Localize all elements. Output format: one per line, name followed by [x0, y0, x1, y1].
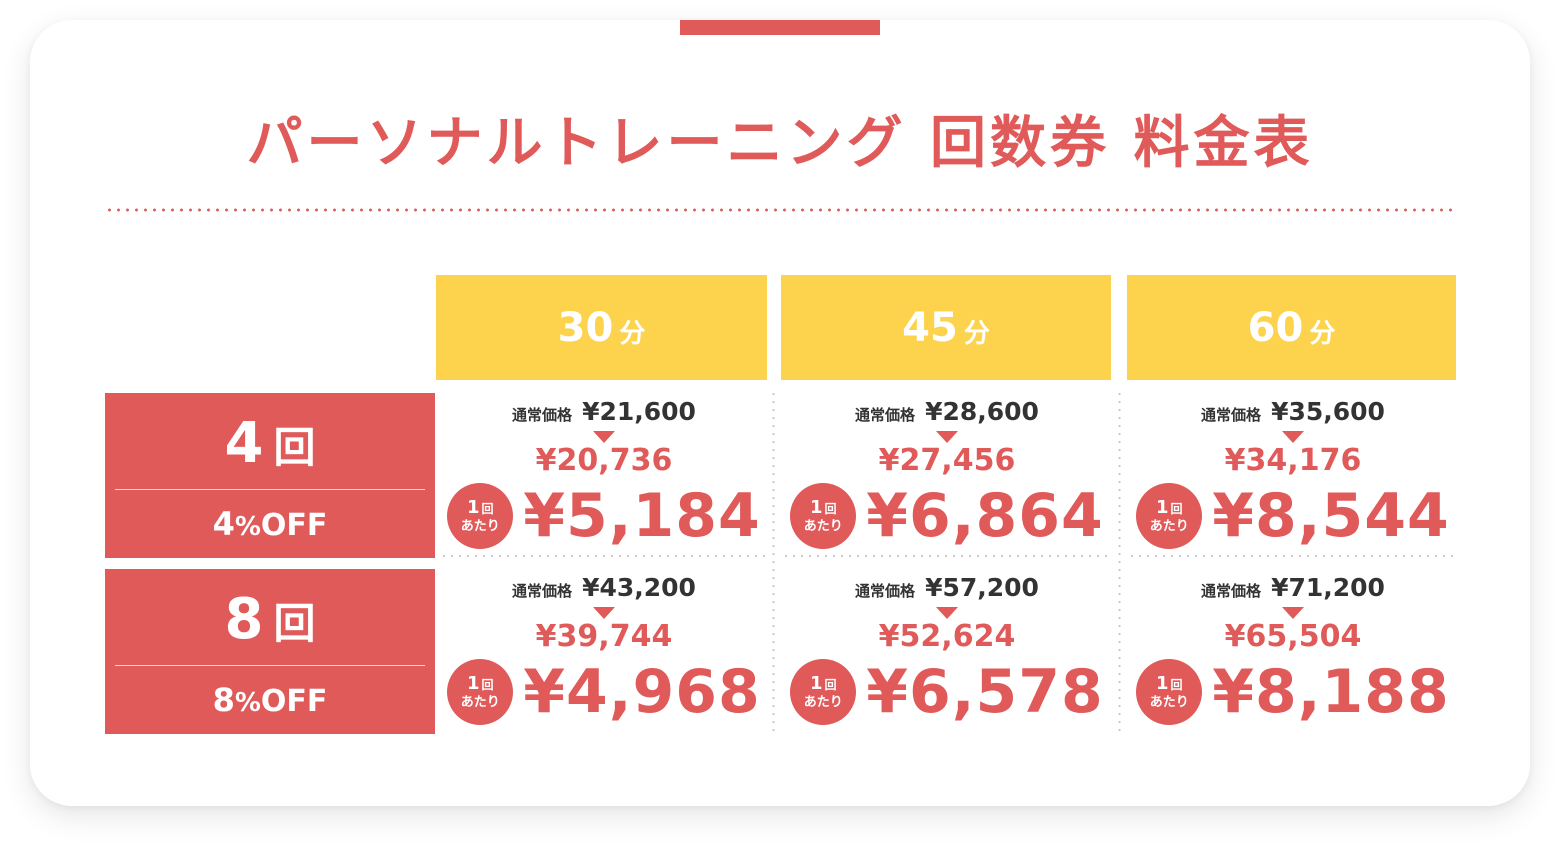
price-cell-8x30: 通常価格 ¥43,200 ¥39,744 1 回あたり ¥4,968 [440, 569, 768, 734]
down-arrow-icon [936, 607, 958, 619]
regular-price: 通常価格 ¥35,600 [1201, 397, 1385, 426]
per-session-price: 1 回あたり ¥6,578 [782, 657, 1112, 727]
column-unit: 分 [1309, 319, 1336, 349]
discounted-price: ¥20,736 [535, 443, 673, 478]
regular-price: 通常価格 ¥21,600 [512, 397, 696, 426]
price-cell-8x60: 通常価格 ¥71,200 ¥65,504 1 回あたり ¥8,188 [1128, 569, 1458, 734]
down-arrow-icon [1282, 431, 1304, 443]
discounted-price: ¥27,456 [878, 443, 1016, 478]
price-cell-4x45: 通常価格 ¥28,600 ¥27,456 1 回あたり ¥6,864 [782, 393, 1112, 558]
page-title: パーソナルトレーニング 回数券 料金表 [246, 111, 1314, 176]
per-session-badge: 1 回あたり [447, 483, 514, 549]
per-session-price: 1 回あたり ¥8,188 [1128, 657, 1458, 727]
per-session-badge: 1 回あたり [1136, 483, 1203, 549]
column-duration: 60 [1247, 304, 1304, 351]
discounted-price: ¥34,176 [1224, 443, 1362, 478]
column-unit: 分 [963, 319, 990, 349]
down-arrow-icon [593, 431, 615, 443]
column-divider [1118, 390, 1121, 735]
price-cell-4x30: 通常価格 ¥21,600 ¥20,736 1 回あたり ¥5,184 [440, 393, 768, 558]
column-unit: 分 [619, 319, 646, 349]
row-header-divider [115, 665, 425, 666]
price-cell-4x60: 通常価格 ¥35,600 ¥34,176 1 回あたり ¥8,544 [1128, 393, 1458, 558]
discount-rate: 8%OFF [212, 681, 328, 719]
regular-price: 通常価格 ¥57,200 [855, 573, 1039, 602]
discounted-price: ¥39,744 [535, 619, 673, 654]
column-duration: 30 [557, 304, 614, 351]
column-divider [772, 390, 775, 735]
column-header-30min: 30 分 [436, 275, 767, 380]
title-dotted-divider [105, 208, 1458, 212]
discounted-price: ¥65,504 [1224, 619, 1362, 654]
discount-rate: 4%OFF [212, 505, 328, 543]
price-cell-8x45: 通常価格 ¥57,200 ¥52,624 1 回あたり ¥6,578 [782, 569, 1112, 734]
per-session-price: 1 回あたり ¥5,184 [440, 481, 768, 551]
regular-price: 通常価格 ¥43,200 [512, 573, 696, 602]
per-session-badge: 1 回あたり [790, 483, 857, 549]
down-arrow-icon [593, 607, 615, 619]
column-duration: 45 [902, 304, 958, 351]
per-session-price: 1 回あたり ¥4,968 [440, 657, 768, 727]
down-arrow-icon [936, 431, 958, 443]
top-accent-tab [680, 20, 880, 35]
per-session-badge: 1 回あたり [1136, 659, 1203, 725]
per-session-badge: 1 回あたり [447, 659, 514, 725]
discounted-price: ¥52,624 [878, 619, 1016, 654]
row-header-divider [115, 489, 425, 490]
column-header-60min: 60 分 [1127, 275, 1456, 380]
per-session-price: 1 回あたり ¥6,864 [782, 481, 1112, 551]
regular-price: 通常価格 ¥28,600 [855, 397, 1039, 426]
per-session-price: 1 回あたり ¥8,544 [1128, 481, 1458, 551]
down-arrow-icon [1282, 607, 1304, 619]
regular-price: 通常価格 ¥71,200 [1201, 573, 1385, 602]
column-header-45min: 45 分 [781, 275, 1111, 380]
per-session-badge: 1 回あたり [790, 659, 857, 725]
